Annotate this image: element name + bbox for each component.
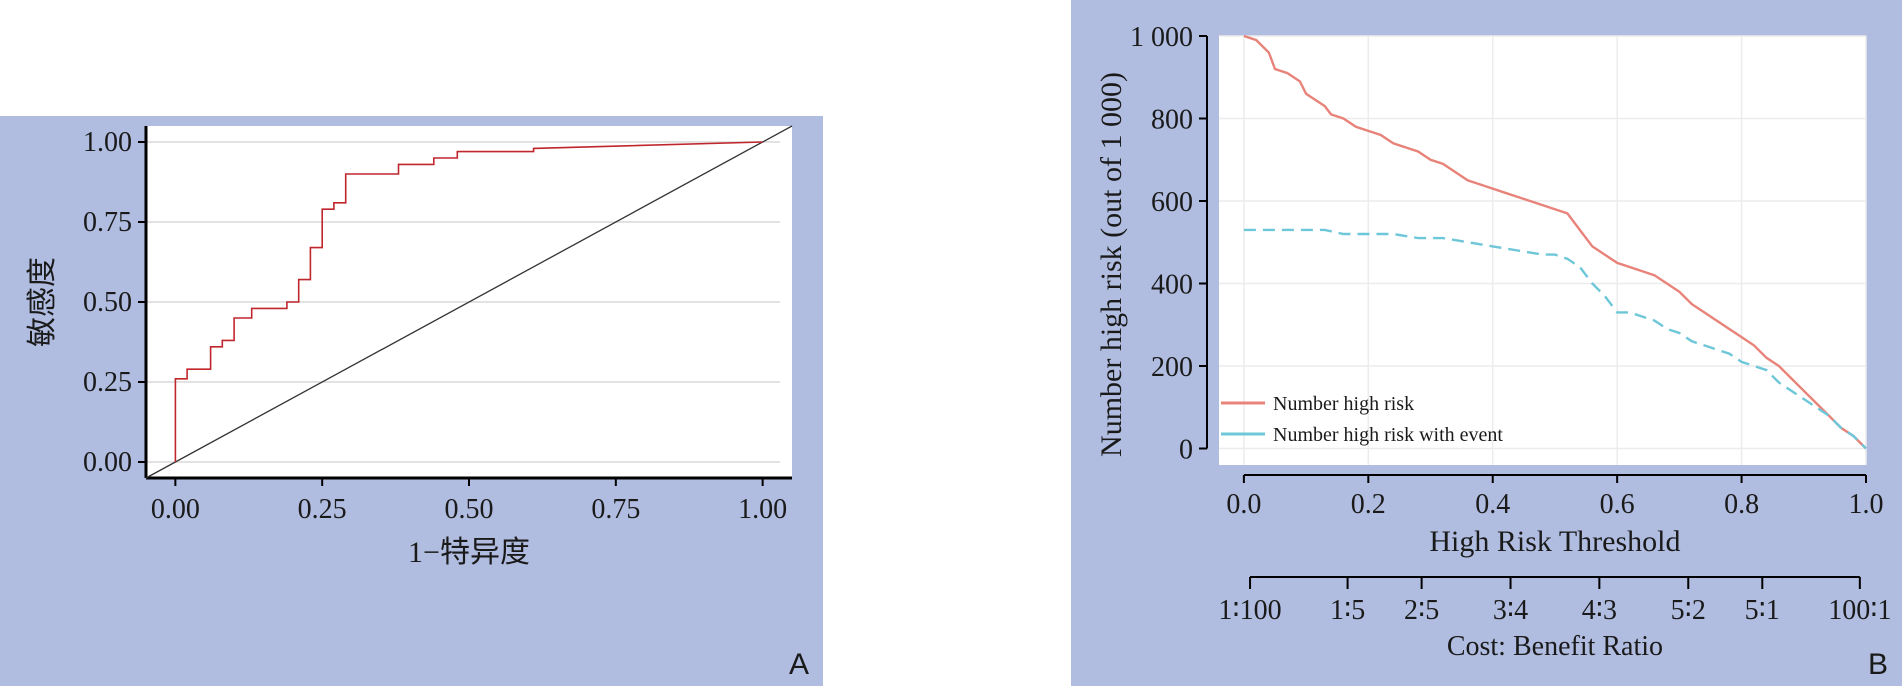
y-tick-label: 1 000	[1130, 22, 1193, 53]
y-tick-label: 200	[1151, 352, 1193, 383]
y-axis-title: 敏感度	[26, 257, 59, 347]
x-tick-label: 0.00	[151, 494, 200, 525]
panel-label-b: B	[1867, 648, 1888, 681]
y-tick-label: 600	[1151, 187, 1193, 218]
y-tick-label: 0.25	[83, 367, 132, 398]
number-high-risk-line	[1243, 34, 1867, 450]
x-tick-label: 0.4	[1475, 489, 1510, 520]
x-tick-label: 0.75	[591, 494, 640, 525]
legend-label: Number high risk	[1273, 393, 1414, 415]
roc-chart: 0.00 0.25 0.50 0.75 1.00 0.00 0.25 0.50 0.75 1.00…	[26, 125, 793, 569]
cost-benefit-tick-label: 3∶4	[1493, 595, 1528, 626]
cost-benefit-axis-title: Cost: Benefit Ratio	[1447, 631, 1663, 662]
cost-benefit-tick-label: 4∶3	[1582, 595, 1617, 626]
y-tick-label: 0.00	[83, 447, 132, 478]
roc-curve-line	[174, 141, 763, 462]
cost-benefit-tick-label: 100∶1	[1828, 595, 1891, 626]
y-tick-label: 800	[1151, 105, 1193, 136]
x-tick-label: 0.50	[445, 494, 494, 525]
y-tick-label: 1.00	[83, 127, 132, 158]
cost-benefit-tick-label: 1∶5	[1330, 595, 1365, 626]
y-tick-label: 0	[1179, 435, 1193, 466]
x-tick-label: 0.0	[1226, 489, 1261, 520]
y-tick-label: 0.50	[83, 287, 132, 318]
x-tick-label: 0.2	[1351, 489, 1386, 520]
x-axis-title: High Risk Threshold	[1429, 525, 1680, 558]
legend-label: Number high risk with event	[1273, 424, 1503, 446]
cost-benefit-tick-label: 1∶100	[1218, 595, 1281, 626]
cost-benefit-tick-label: 5∶2	[1671, 595, 1706, 626]
cost-benefit-tick-label: 5∶1	[1745, 595, 1780, 626]
panel-label-a: A	[788, 648, 809, 681]
panel-b: 0 200 400 600 800 1 000 0.0 0.2 0.4 0.6 0.8 1.0 High…	[1071, 0, 1902, 686]
y-tick-label: 0.75	[83, 207, 132, 238]
x-tick-label: 1.0	[1849, 489, 1884, 520]
number-high-risk-with-event-line	[1243, 228, 1867, 450]
cost-benefit-tick-label: 2∶5	[1404, 595, 1439, 626]
x-tick-label: 0.6	[1600, 489, 1635, 520]
x-tick-label: 0.8	[1724, 489, 1759, 520]
reference-diagonal-line	[145, 125, 793, 479]
panel-a: 0.00 0.25 0.50 0.75 1.00 0.00 0.25 0.50 0.75 1.00…	[0, 116, 823, 686]
y-tick-label: 400	[1151, 270, 1193, 301]
clinical-impact-chart: 0 200 400 600 800 1 000 0.0 0.2 0.4 0.6 0.8 1.0 High…	[1095, 22, 1891, 662]
y-axis-title: Number high risk (out of 1 000)	[1095, 72, 1128, 457]
x-tick-label: 0.25	[298, 494, 347, 525]
x-tick-label: 1.00	[738, 494, 787, 525]
x-axis-title: 1−特异度	[408, 536, 530, 569]
